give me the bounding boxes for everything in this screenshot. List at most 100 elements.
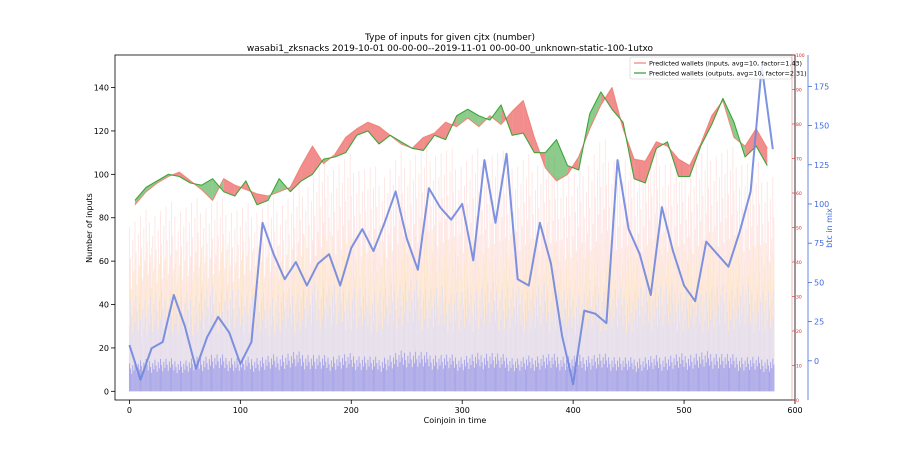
bar-light	[237, 288, 239, 392]
bar-light	[309, 305, 311, 392]
bar-blue	[690, 354, 692, 392]
bar-light	[638, 298, 640, 392]
bar-blue	[212, 361, 214, 392]
bar-light	[369, 314, 371, 392]
bar-blue	[225, 357, 227, 392]
bar-light	[481, 287, 483, 392]
bar-blue	[181, 366, 183, 392]
bar-light	[471, 313, 473, 392]
bar-light	[384, 317, 386, 392]
bar-light	[528, 310, 530, 392]
bar-blue	[188, 362, 190, 392]
bar-blue	[268, 362, 270, 392]
bar-blue	[224, 367, 226, 392]
bar-light	[650, 310, 652, 392]
bar-blue	[663, 367, 665, 392]
bar-light	[617, 326, 618, 392]
series-line-inputs	[134, 87, 768, 206]
x-tick-label: 300	[455, 406, 470, 415]
bar-blue	[459, 367, 461, 392]
bar-light	[703, 302, 705, 392]
bar-light	[709, 299, 711, 392]
bar-light	[773, 289, 775, 392]
right-red-tick-label: 40	[796, 260, 802, 266]
bar-light	[531, 318, 533, 392]
bar-light	[463, 327, 465, 392]
bar-light	[760, 302, 762, 392]
bar-blue	[558, 363, 560, 392]
bar-light	[553, 310, 555, 392]
bar-light	[769, 309, 770, 392]
bar-blue	[221, 364, 222, 392]
bar-blue	[201, 364, 202, 392]
bar-light	[751, 294, 753, 392]
bar-blue	[676, 361, 678, 392]
bar-blue	[516, 367, 518, 392]
bar-orange	[345, 268, 347, 392]
bar-blue	[368, 366, 370, 392]
bar-light	[219, 321, 221, 392]
bar-light	[598, 293, 600, 392]
bar-blue	[444, 358, 445, 392]
bar-blue	[746, 357, 748, 392]
bar-blue	[390, 361, 392, 392]
bar-light	[252, 295, 253, 392]
bar-blue	[378, 360, 380, 392]
bar-light	[424, 319, 425, 392]
bar-light	[317, 290, 319, 392]
bar-blue	[217, 361, 219, 392]
bar-orange	[356, 263, 358, 392]
bar-blue	[434, 366, 435, 392]
bar-blue	[337, 365, 339, 392]
bar-blue	[730, 357, 732, 392]
bar-light	[450, 293, 452, 392]
bar-light	[530, 299, 532, 392]
bar-blue	[674, 364, 676, 392]
bar-blue	[654, 365, 656, 392]
bar-light	[652, 299, 654, 392]
bar-light	[397, 298, 399, 392]
bar-light	[174, 324, 176, 392]
bar-light	[156, 311, 158, 392]
bar-light	[172, 333, 174, 392]
bar-blue	[691, 361, 693, 392]
bar-light	[557, 320, 559, 392]
bar-light	[659, 316, 661, 392]
bar-blue	[153, 369, 155, 392]
bar-blue	[402, 364, 404, 392]
bar-light	[448, 303, 450, 392]
bar-light	[550, 301, 552, 392]
bar-blue	[132, 365, 134, 392]
bar-blue	[584, 370, 586, 392]
bar-blue	[551, 357, 553, 392]
bar-light	[686, 309, 688, 392]
bar-blue	[328, 364, 330, 392]
fill-inputs-above	[312, 146, 324, 175]
bar-light	[653, 318, 655, 392]
bar-light	[610, 309, 612, 392]
bar-light	[507, 289, 509, 392]
bar-blue	[665, 363, 667, 392]
bar-light	[207, 307, 209, 392]
bar-light	[737, 306, 739, 392]
series-line-outputs	[134, 91, 768, 206]
bar-blue	[463, 359, 465, 392]
bar-light	[145, 317, 147, 392]
bar-blue	[592, 365, 594, 392]
bar-light	[487, 283, 489, 392]
bar-light	[749, 304, 750, 392]
bar-light	[642, 325, 644, 392]
right-red-tick-label: 30	[796, 295, 802, 301]
bar-blue	[557, 356, 559, 392]
bar-light	[714, 297, 716, 392]
bar-blue	[773, 364, 775, 392]
bar-light	[419, 289, 421, 392]
right-red-tick-label: 50	[796, 226, 802, 232]
bar-blue	[588, 356, 590, 392]
bar-orange	[727, 268, 729, 392]
bar-light	[733, 328, 735, 392]
bar-blue	[480, 355, 482, 392]
bar-light	[475, 321, 476, 392]
right-red-tick-label: 70	[796, 157, 802, 163]
bar-blue	[469, 358, 471, 392]
